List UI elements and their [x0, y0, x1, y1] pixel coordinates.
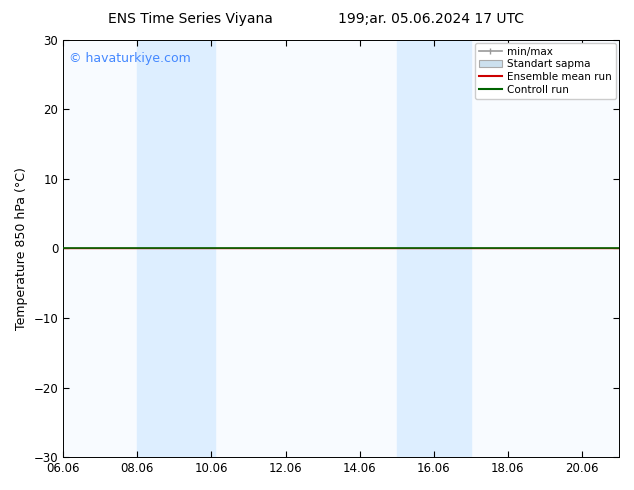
- Bar: [452, 40, 471, 457]
- Text: © havaturkiye.com: © havaturkiye.com: [68, 52, 190, 65]
- Bar: [138, 40, 148, 457]
- Bar: [397, 40, 408, 457]
- Text: ENS Time Series Viyana: ENS Time Series Viyana: [108, 12, 273, 26]
- Text: 199;ar. 05.06.2024 17 UTC: 199;ar. 05.06.2024 17 UTC: [338, 12, 524, 26]
- Bar: [148, 40, 215, 457]
- Y-axis label: Temperature 850 hPa (°C): Temperature 850 hPa (°C): [15, 167, 28, 330]
- Legend: min/max, Standart sapma, Ensemble mean run, Controll run: min/max, Standart sapma, Ensemble mean r…: [475, 43, 616, 99]
- Bar: [408, 40, 452, 457]
